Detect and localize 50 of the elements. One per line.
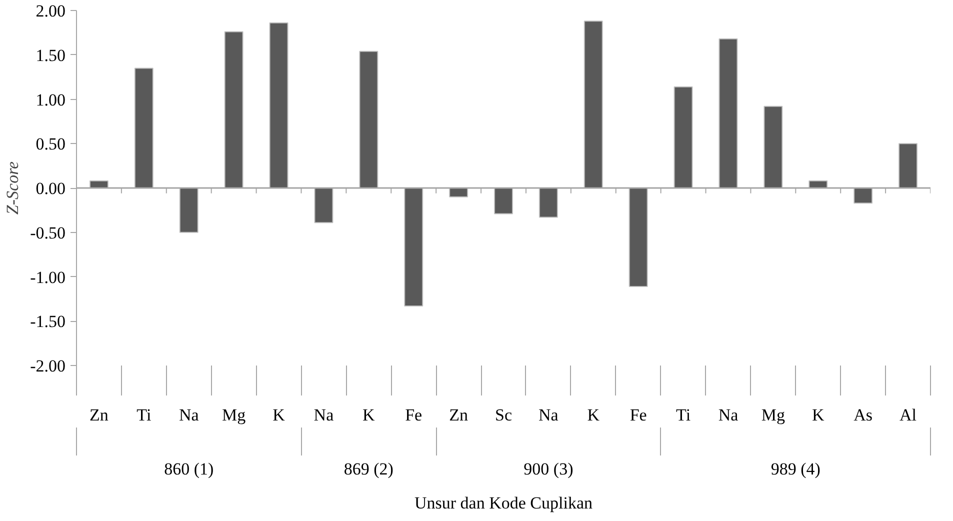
x-tick-label: Mg bbox=[761, 406, 786, 424]
x-tick-label: Na bbox=[178, 406, 200, 424]
text: 989 (4) bbox=[770, 460, 820, 478]
x-tick-label: Zn bbox=[449, 406, 468, 424]
y-tick-label: -2.00 bbox=[30, 356, 66, 376]
x-tick-label: Ti bbox=[136, 406, 152, 424]
x-axis-title: Unsur dan Kode Cuplikan bbox=[414, 494, 593, 512]
bar bbox=[494, 188, 513, 214]
x-tick-label: Na bbox=[538, 406, 559, 424]
x-tick-label: Ti bbox=[676, 406, 691, 424]
text: 900 (3) bbox=[524, 460, 574, 478]
bar bbox=[584, 20, 603, 188]
y-tick-label: 0.50 bbox=[36, 134, 66, 154]
y-tick-label: -1.00 bbox=[30, 268, 66, 287]
text: 869 (2) bbox=[344, 460, 394, 478]
bar bbox=[404, 188, 424, 307]
bar bbox=[674, 86, 693, 188]
bar bbox=[314, 188, 334, 224]
x-tick-label: K bbox=[362, 406, 376, 424]
x-tick-label: Fe bbox=[405, 406, 422, 424]
x-tick-label: Na bbox=[314, 406, 334, 424]
bar bbox=[134, 68, 154, 188]
y-tick-label: 1.50 bbox=[36, 46, 66, 65]
x-tick-label: K bbox=[587, 406, 600, 424]
bar bbox=[359, 50, 378, 188]
text: 860 (1) bbox=[164, 460, 214, 478]
y-axis-title: Z-Score bbox=[3, 160, 22, 215]
bar bbox=[538, 188, 558, 218]
x-tick-label: As bbox=[854, 406, 873, 424]
bar bbox=[854, 188, 873, 204]
y-tick-label: 0.00 bbox=[36, 179, 66, 198]
bar bbox=[764, 106, 783, 188]
x-tick-label: Na bbox=[718, 406, 739, 424]
y-tick-label: -0.50 bbox=[30, 223, 66, 242]
bar bbox=[898, 143, 918, 188]
y-tick-label: 2.00 bbox=[36, 2, 66, 20]
x-tick-label: Mg bbox=[222, 406, 246, 424]
x-tick-label: Al bbox=[900, 406, 917, 424]
x-tick-label: Fe bbox=[630, 406, 647, 424]
x-tick-label: Zn bbox=[90, 406, 109, 424]
x-tick-label: K bbox=[272, 406, 286, 424]
bar bbox=[224, 31, 244, 188]
bar bbox=[179, 188, 198, 233]
bar bbox=[718, 38, 738, 188]
bar bbox=[628, 188, 648, 288]
x-tick-label: K bbox=[812, 406, 825, 424]
y-tick-label: 1.00 bbox=[36, 90, 66, 110]
x-tick-label: Sc bbox=[495, 406, 512, 424]
y-tick-label: -1.50 bbox=[30, 312, 66, 332]
bar bbox=[269, 22, 288, 188]
